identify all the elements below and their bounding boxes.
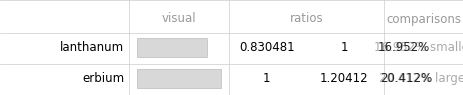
Bar — [137, 69, 221, 88]
Text: 20.412%: 20.412% — [380, 72, 432, 85]
Text: comparisons: comparisons — [386, 13, 461, 25]
Text: ratios: ratios — [289, 13, 323, 25]
Text: visual: visual — [162, 13, 196, 25]
Text: erbium: erbium — [82, 72, 124, 85]
Bar — [137, 38, 206, 57]
Text: 1: 1 — [339, 41, 347, 54]
Text: 1: 1 — [262, 72, 270, 85]
Text: lanthanum: lanthanum — [60, 41, 124, 54]
Text: 16.952% smaller: 16.952% smaller — [373, 41, 463, 54]
Text: 16.952%: 16.952% — [377, 41, 429, 54]
Text: 1.20412: 1.20412 — [319, 72, 368, 85]
Text: 20.412% larger: 20.412% larger — [378, 72, 463, 85]
Text: 0.830481: 0.830481 — [238, 41, 294, 54]
